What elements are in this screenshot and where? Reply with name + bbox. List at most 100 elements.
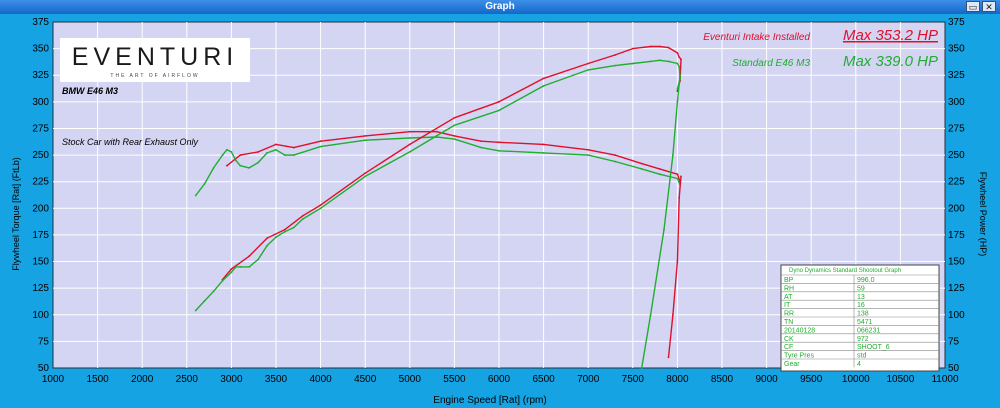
- eventuri-power-point: [680, 58, 682, 61]
- standard-power-point: [676, 62, 679, 65]
- x-tick-label: 10500: [886, 374, 914, 385]
- legend-max-standard: Max 339.0 HP: [843, 53, 938, 70]
- standard-torque-point: [284, 154, 286, 157]
- standard-power-point: [221, 279, 224, 282]
- standard-torque-point: [226, 148, 228, 151]
- info-table-key: IT: [784, 302, 791, 309]
- info-table-value: 4: [857, 361, 861, 368]
- x-tick-label: 8000: [666, 374, 689, 385]
- eventuri-power-point: [678, 56, 681, 58]
- x-tick-label: 9000: [755, 374, 778, 385]
- standard-power-point: [319, 207, 322, 210]
- window-title: Graph: [485, 1, 515, 12]
- standard-power-point: [235, 266, 237, 268]
- info-table-key: AT: [784, 294, 793, 301]
- close-window-icon[interactable]: ✕: [982, 1, 996, 12]
- eventuri-torque-point: [257, 151, 260, 153]
- info-table-value: 5471: [857, 319, 873, 326]
- y-tick-label-left: 375: [32, 17, 49, 28]
- restore-window-icon[interactable]: ▭: [966, 1, 980, 12]
- x-tick-label: 3000: [220, 374, 243, 385]
- info-table-key: Gear: [784, 361, 800, 368]
- eventuri-rundown-point: [680, 175, 682, 178]
- y-tick-label-right: 325: [948, 70, 965, 81]
- eventuri-power-point: [230, 268, 233, 270]
- standard-torque-point: [676, 177, 679, 180]
- y-tick-label-left: 225: [32, 177, 49, 188]
- y-tick-label-right: 225: [948, 177, 965, 188]
- eventuri-torque-point: [453, 135, 456, 137]
- standard-power-point: [284, 230, 286, 233]
- y-tick-label-right: 75: [948, 336, 960, 347]
- legend-label-standard: Standard E46 M3: [732, 58, 810, 69]
- eventuri-power-point: [248, 255, 251, 258]
- standard-torque-point: [212, 167, 215, 169]
- standard-torque-point: [230, 151, 233, 153]
- eventuri-torque-point: [319, 140, 322, 143]
- eventuri-rundown-point: [676, 260, 679, 263]
- info-table-value: 972: [857, 336, 869, 343]
- eventuri-power-point: [631, 47, 634, 50]
- standard-rundown-point: [640, 367, 643, 369]
- info-table-key: BP: [784, 277, 794, 284]
- info-table-value: std: [857, 353, 866, 360]
- x-tick-label: 1000: [42, 374, 65, 385]
- standard-rundown-line: [641, 75, 681, 369]
- standard-power-point: [230, 271, 233, 274]
- eventuri-torque-point: [226, 164, 228, 167]
- eventuri-rundown-point: [678, 196, 681, 199]
- eventuri-power-point: [542, 77, 545, 80]
- info-table-value: 59: [857, 285, 865, 292]
- standard-torque-point: [239, 164, 242, 167]
- standard-torque-point: [266, 152, 268, 154]
- exhaust-annotation: Stock Car with Rear Exhaust Only: [62, 137, 199, 147]
- standard-torque-point: [257, 161, 260, 164]
- eventuri-power-point: [587, 62, 590, 65]
- y-axis-label-right: Flywheel Power (HP): [978, 172, 988, 257]
- y-tick-label-right: 350: [948, 44, 965, 55]
- standard-power-point: [678, 65, 681, 68]
- standard-power-point: [275, 236, 277, 239]
- eventuri-torque-point: [480, 140, 483, 143]
- standard-power-point: [292, 226, 295, 229]
- y-tick-label-left: 75: [38, 336, 50, 347]
- eventuri-power-point: [498, 100, 500, 103]
- standard-power-point: [649, 60, 652, 63]
- eventuri-torque-point: [239, 154, 242, 157]
- info-table-value: 13: [857, 294, 865, 301]
- eventuri-power-point: [453, 116, 456, 119]
- legend-max-eventuri: Max 353.2 HP: [843, 27, 938, 44]
- info-table-header: Dyno Dynamics Standard Shootout Graph: [789, 268, 901, 274]
- eventuri-torque-point: [435, 130, 438, 133]
- y-tick-label-left: 175: [32, 230, 49, 241]
- y-tick-label-right: 300: [948, 97, 965, 108]
- eventuri-torque-point: [658, 168, 661, 170]
- x-tick-label: 7000: [577, 374, 600, 385]
- x-tick-label: 4000: [309, 374, 332, 385]
- standard-torque-point: [658, 173, 661, 176]
- standard-power-point: [364, 175, 367, 178]
- x-tick-label: 5500: [443, 374, 466, 385]
- standard-power-point: [203, 300, 206, 302]
- x-axis-label: Engine Speed [Rat] (rpm): [433, 395, 546, 406]
- eventuri-torque-point: [614, 154, 616, 157]
- y-tick-label-left: 50: [38, 363, 50, 374]
- standard-torque-point: [248, 167, 251, 169]
- y-tick-label-right: 250: [948, 150, 965, 161]
- standard-power-point: [194, 309, 197, 312]
- standard-power-point: [587, 69, 590, 71]
- standard-torque-point: [203, 182, 206, 185]
- y-tick-label-left: 275: [32, 123, 49, 134]
- standard-torque-point: [614, 160, 616, 163]
- eventuri-power-point: [408, 143, 411, 146]
- eventuri-torque-point: [408, 130, 411, 133]
- standard-power-point: [266, 244, 268, 247]
- standard-power-point: [667, 60, 670, 63]
- eventuri-torque-point: [542, 143, 545, 146]
- y-tick-label-right: 200: [948, 203, 965, 214]
- dyno-chart: 1000 1500 2000 2500 3000 3500 4000 4500 5000 5500…: [11, 17, 988, 406]
- x-tick-label: 6500: [532, 374, 555, 385]
- standard-power-point: [212, 290, 215, 293]
- eventuri-rundown-point: [667, 356, 670, 359]
